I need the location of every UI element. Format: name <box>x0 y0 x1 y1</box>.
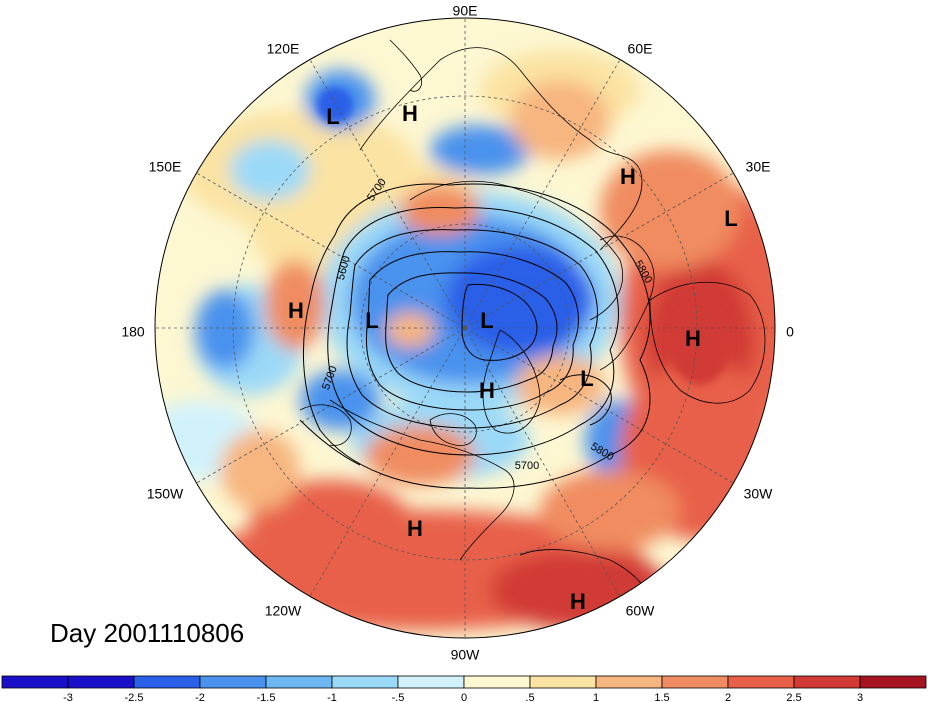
high-pressure-label: H <box>402 101 418 126</box>
longitude-label: 0 <box>786 324 794 340</box>
contour-5700 <box>327 207 619 456</box>
colorbar-tick-label: 2 <box>725 692 731 702</box>
coastline-arctic-russia <box>409 180 624 321</box>
coastline-japan <box>389 39 423 92</box>
high-pressure-label: H <box>479 378 495 403</box>
colorbar-segment <box>463 675 531 689</box>
graticule <box>155 18 775 638</box>
colorbar: -3 -2.5 -2 -1.5 -1 -.5 0 .5 1 1.5 2 2.5 3 <box>1 675 927 702</box>
longitude-label: 150W <box>147 486 184 502</box>
colorbar-tick-label: -2.5 <box>125 692 144 702</box>
coastline-europe <box>599 235 655 371</box>
contour-5700-pacific <box>299 419 361 466</box>
contour-label: 5700 <box>515 460 539 472</box>
colorbar-tick-label: 0 <box>461 692 467 702</box>
longitude-label: 150E <box>149 159 182 175</box>
high-pressure-label: H <box>685 326 701 351</box>
longitude-label: 90W <box>451 647 481 663</box>
colorbar-segment <box>397 675 465 689</box>
coastline-asia <box>359 47 643 251</box>
longitude-label: 30E <box>746 159 771 175</box>
low-pressure-label: L <box>326 104 339 129</box>
longitude-label: 120E <box>267 41 300 57</box>
colorbar-tick-label: 1.5 <box>654 692 669 702</box>
colorbar-segment <box>133 675 201 689</box>
colorbar-tick-label: 3 <box>857 692 863 702</box>
colorbar-tick-label: .5 <box>525 692 534 702</box>
coastlines <box>299 39 766 626</box>
meridian-line <box>196 327 466 484</box>
anomaly-field <box>155 18 775 638</box>
low-pressure-label: L <box>724 206 737 231</box>
map-boundary <box>154 17 776 639</box>
low-pressure-label: L <box>480 308 493 333</box>
longitude-label: 60W <box>626 603 656 619</box>
colorbar-segment <box>859 675 927 689</box>
latitude-circle-30n <box>232 95 698 561</box>
coastline-north-america <box>329 399 515 561</box>
longitude-label: 90E <box>453 3 478 19</box>
high-pressure-label: H <box>620 164 636 189</box>
contour-5400 <box>385 272 558 393</box>
high-pressure-label: H <box>288 298 304 323</box>
colorbar-tick-label: -1 <box>327 692 337 702</box>
longitude-label: 180 <box>121 324 145 340</box>
meridian-line <box>464 327 621 597</box>
meridian-line <box>309 59 466 329</box>
contour-5600 <box>346 229 598 429</box>
contour-5800-atlantic <box>559 374 612 426</box>
colorbar-tick-label: -2 <box>195 692 205 702</box>
longitude-label: 30W <box>744 486 774 502</box>
colorbar-segment <box>661 675 729 689</box>
longitude-label: 120W <box>265 603 302 619</box>
high-pressure-label: H <box>407 516 423 541</box>
meridian-line <box>464 172 734 329</box>
colorbar-segment <box>727 675 795 689</box>
colorbar-tick-label: 1 <box>593 692 599 702</box>
colorbar-segment <box>331 675 399 689</box>
coastline-hudson <box>429 413 477 446</box>
colorbar-segment <box>595 675 663 689</box>
contour-5500 <box>365 251 579 411</box>
colorbar-segment <box>1 675 69 689</box>
coastline-africa <box>649 281 766 404</box>
meridian-line <box>464 59 621 329</box>
coastline-greenland <box>482 329 541 434</box>
longitude-label: 60E <box>628 41 653 57</box>
colorbar-tick-label: 2.5 <box>786 692 801 702</box>
meridian-line <box>196 172 466 329</box>
contour-5300 <box>461 283 538 361</box>
low-pressure-label: L <box>365 308 378 333</box>
colorbar-segment <box>793 675 861 689</box>
meridian-line <box>464 327 734 484</box>
high-pressure-label: H <box>570 589 586 614</box>
contour-5800-outer <box>302 183 651 489</box>
coastline-alaska <box>299 404 352 446</box>
map-title: Day 2001110806 <box>50 618 245 648</box>
height-contours <box>299 183 651 489</box>
colorbar-segment <box>529 675 597 689</box>
colorbar-segment <box>67 675 135 689</box>
colorbar-segment <box>199 675 267 689</box>
colorbar-tick-label: -.5 <box>392 692 405 702</box>
meridian-line <box>309 327 466 597</box>
colorbar-tick-label: -3 <box>63 692 73 702</box>
colorbar-segment <box>265 675 333 689</box>
colorbar-tick-label: -1.5 <box>257 692 276 702</box>
low-pressure-label: L <box>580 366 593 391</box>
